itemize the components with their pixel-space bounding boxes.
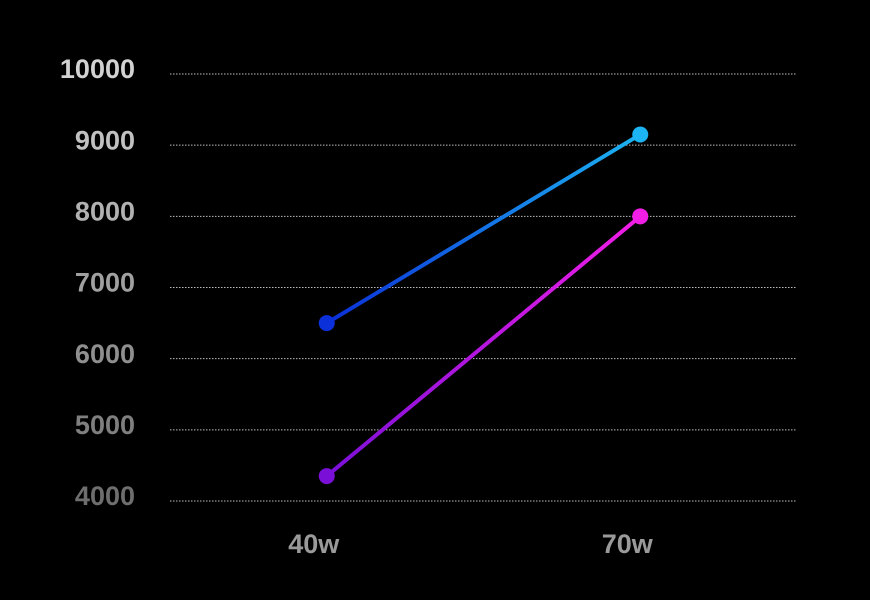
- x-tick-label: 70w: [602, 529, 654, 559]
- point: [632, 208, 649, 225]
- y-tick-label: 9000: [75, 125, 135, 155]
- line: [325, 214, 642, 478]
- y-tick-label: 6000: [75, 339, 135, 369]
- y-tick-label: 4000: [75, 481, 135, 511]
- y-tick-label: 8000: [75, 196, 135, 226]
- line: [325, 132, 642, 325]
- point: [318, 315, 335, 332]
- point: [318, 468, 335, 485]
- y-tick-label: 10000: [60, 54, 135, 84]
- point: [632, 126, 649, 143]
- y-tick-label: 7000: [75, 268, 135, 298]
- y-tick-label: 5000: [75, 410, 135, 440]
- x-tick-label: 40w: [288, 529, 340, 559]
